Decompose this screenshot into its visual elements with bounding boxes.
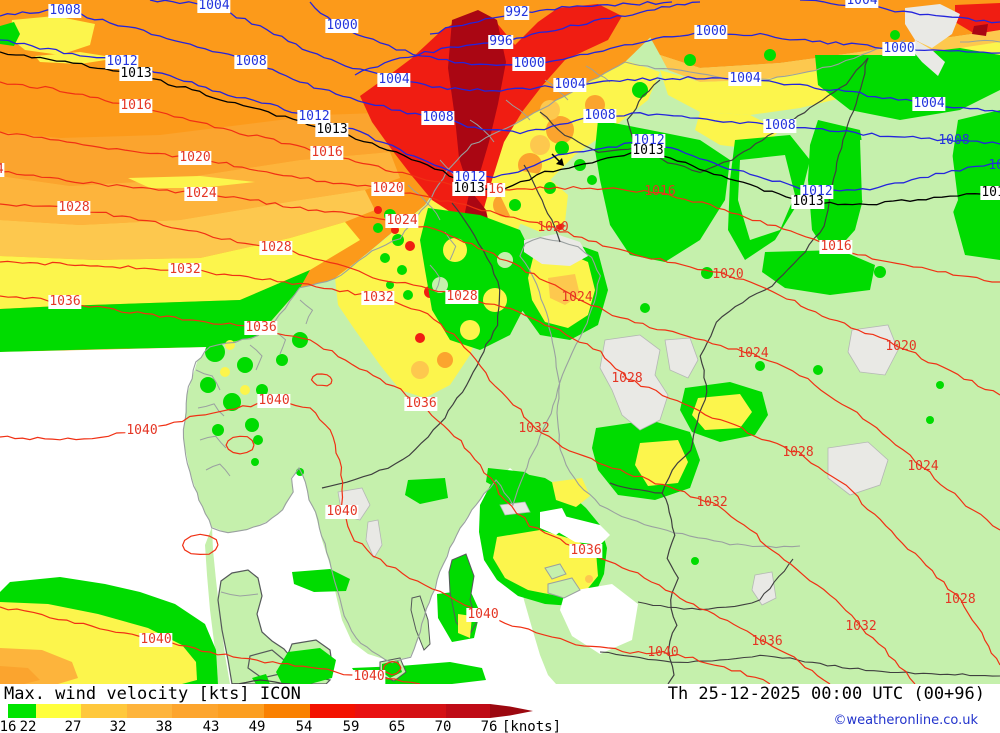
- isobar-label-1024: 1024: [385, 213, 419, 228]
- isobar-label-1008: 1008: [938, 133, 970, 148]
- isobar-label-1032: 1032: [518, 421, 550, 436]
- isobar-label-1008: 1008: [234, 54, 268, 69]
- isobar-label-996: 996: [488, 34, 514, 49]
- map-title: Max. wind velocity [kts] ICON: [4, 684, 301, 704]
- isobar-label-1040: 1040: [647, 645, 679, 660]
- copyright-link[interactable]: ©weatheronline.co.uk: [833, 713, 978, 728]
- isobar-label-1020: 1020: [712, 267, 744, 282]
- isobar-label-1024: 1024: [737, 346, 769, 361]
- isobar-label-1000: 1000: [325, 18, 359, 33]
- isobar-label-1028: 1028: [259, 240, 293, 255]
- legend-bar: Max. wind velocity [kts] ICON Th 25-12-2…: [0, 684, 1000, 733]
- isobar-label-1004: 1004: [728, 71, 762, 86]
- colorbar-tick-49: 49: [248, 719, 266, 733]
- isobar-label-1040: 1040: [466, 607, 500, 622]
- isobar-label-1013: 1013: [452, 181, 486, 196]
- colorbar-tick-43: 43: [202, 719, 220, 733]
- isobar-label-1004: 1004: [912, 96, 946, 111]
- isobar-label-1020: 1020: [537, 220, 569, 235]
- isobar-label-1024: 1024: [0, 163, 5, 177]
- isobar-label-1040: 1040: [257, 393, 291, 408]
- colorbar-tick-65: 65: [388, 719, 406, 733]
- isobar-label-1013: 1013: [119, 66, 153, 81]
- isobar-label-1000: 1000: [512, 56, 546, 71]
- isobar-label-1000: 1000: [882, 41, 916, 56]
- colorbar: [8, 704, 533, 718]
- isobar-labels-layer: 1008 1004 1000 992 996 1000 1000 1000 1004 1004 10…: [0, 0, 1000, 684]
- isobar-label-1012: 1012: [105, 54, 139, 69]
- colorbar-tick-54: 54: [295, 719, 313, 733]
- isobar-label-1036: 1036: [569, 543, 603, 558]
- isobar-label-1040: 1040: [139, 632, 173, 647]
- isobar-label-1012: 1012: [453, 170, 487, 185]
- isobar-label-1013: 1013: [631, 143, 665, 158]
- isobar-label-1024: 1024: [907, 459, 939, 474]
- isobar-label-1028: 1028: [445, 289, 479, 304]
- isobar-label-1004: 1004: [377, 72, 411, 87]
- isobar-label-1013: 1013: [980, 186, 1000, 200]
- isobar-label-1028: 1028: [944, 592, 976, 607]
- isobar-label-1012: 1012: [297, 109, 331, 124]
- isobar-label-1028: 1028: [611, 371, 643, 386]
- isobar-label-1020: 1020: [371, 181, 405, 196]
- isobar-label-1040: 1040: [352, 669, 386, 684]
- isobar-label-1024: 1024: [561, 290, 593, 305]
- isobar-label-1008: 1008: [583, 108, 617, 123]
- isobar-label-1028: 1028: [57, 200, 91, 215]
- isobar-label-1016: 1016: [119, 98, 153, 113]
- weather-map: 1008 1004 1000 992 996 1000 1000 1000 1004 1004 10…: [0, 0, 1000, 684]
- isobar-label-1016: 1016: [644, 184, 676, 199]
- isobar-label-1032: 1032: [361, 290, 395, 305]
- isobar-label-1004: 1004: [197, 0, 231, 13]
- isobar-label-1013: 1013: [791, 194, 825, 209]
- isobar-label-1008: 1008: [48, 3, 82, 18]
- unit-label: [knots]: [502, 719, 562, 733]
- isobar-label-1008: 1008: [421, 110, 455, 125]
- colorbar-tick-38: 38: [155, 719, 173, 733]
- colorbar-tick-76: 76: [480, 719, 498, 733]
- isobar-label-1020: 1020: [178, 150, 212, 165]
- colorbar-tick-59: 59: [342, 719, 360, 733]
- colorbar-tick-32: 32: [109, 719, 127, 733]
- isobar-label-16: 16: [487, 182, 505, 197]
- isobar-label-1020: 1020: [885, 339, 917, 354]
- colorbar-tick-27: 27: [64, 719, 82, 733]
- isobar-label-1016: 1016: [310, 145, 344, 160]
- isobar-label-1036: 1036: [751, 634, 783, 649]
- valid-datetime: Th 25-12-2025 00:00 UTC (00+96): [667, 684, 985, 704]
- isobar-label-1013: 1013: [315, 122, 349, 137]
- isobar-label-1012: 1012: [988, 158, 1000, 173]
- colorbar-tick-22: 22: [19, 719, 37, 733]
- isobar-label-1032: 1032: [696, 495, 728, 510]
- isobar-label-1040: 1040: [325, 504, 359, 519]
- isobar-label-1016: 1016: [819, 239, 853, 254]
- isobar-label-1024: 1024: [184, 186, 218, 201]
- isobar-label-1000: 1000: [694, 24, 728, 39]
- isobar-label-1036: 1036: [48, 294, 82, 309]
- isobar-label-1036: 1036: [244, 320, 278, 335]
- colorbar-tick-16: 16: [0, 719, 17, 733]
- colorbar-tick-70: 70: [434, 719, 452, 733]
- isobar-label-1004: 1004: [845, 0, 879, 8]
- isobar-label-1008: 1008: [763, 118, 797, 133]
- isobar-label-1004: 1004: [553, 77, 587, 92]
- isobar-label-1032: 1032: [168, 262, 202, 277]
- isobar-label-1032: 1032: [845, 619, 877, 634]
- isobar-label-1040: 1040: [125, 423, 159, 438]
- isobar-label-1036: 1036: [404, 396, 438, 411]
- map-canvas: [0, 0, 1000, 684]
- isobar-label-1028: 1028: [782, 445, 814, 460]
- isobar-label-992: 992: [504, 5, 530, 20]
